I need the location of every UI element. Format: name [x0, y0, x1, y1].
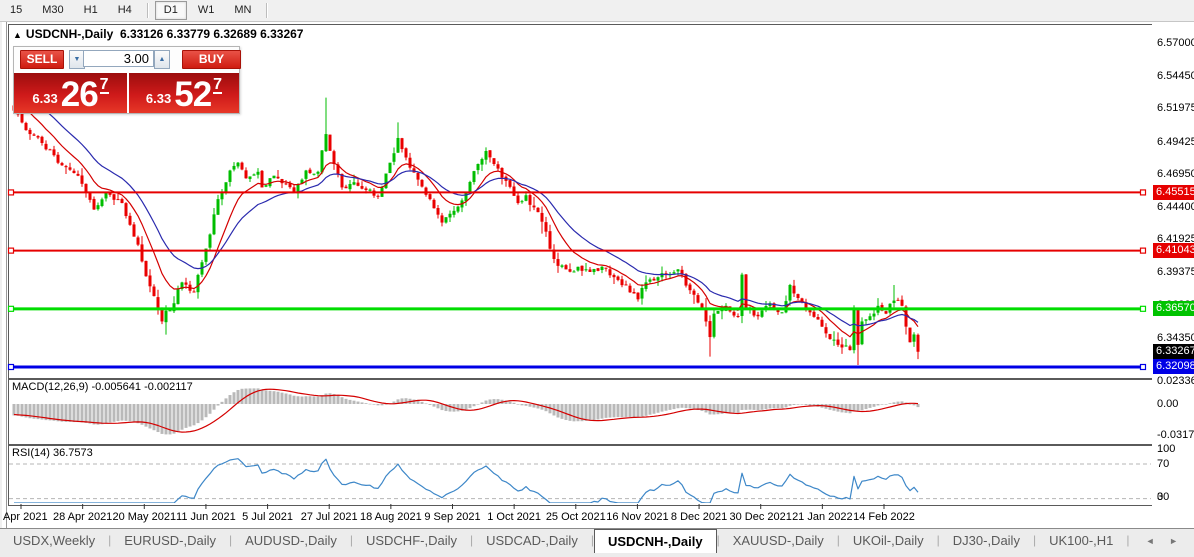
window-left-edge	[6, 21, 7, 528]
chart-tab-ukoil-daily[interactable]: UKOil-,Daily	[852, 533, 924, 548]
rsi-pane[interactable]	[8, 445, 1154, 506]
chart-tab-xauusd-daily[interactable]: XAUUSD-,Daily	[732, 533, 824, 548]
price-tick-label: 6.51975	[1157, 102, 1194, 115]
rsi-tick-label: 70	[1157, 458, 1170, 470]
tab-divider: |	[108, 533, 112, 547]
chart-tab-usdx-weekly[interactable]: USDX,Weekly	[13, 533, 96, 548]
price-tick-label: 6.44400	[1157, 200, 1194, 213]
date-tick-label: 5 Jul 2021	[242, 511, 293, 523]
price-tick-label: 6.57000	[1157, 37, 1194, 49]
spinner-up-icon: ▲	[158, 56, 166, 63]
price-badge: 6.36570	[1153, 301, 1194, 317]
price-badge: 6.41043	[1153, 243, 1194, 259]
toolbar-separator	[266, 3, 269, 18]
timeframe-button-15[interactable]: 15	[10, 4, 23, 16]
chart-tab-usdchf-daily[interactable]: USDCHF-,Daily	[365, 533, 457, 548]
tab-divider: |	[1032, 533, 1037, 547]
price-axis: 6.57000 6.54450 6.51975 6.49425 6.46950 6.444…	[1152, 21, 1194, 528]
rsi-label: RSI(14) 36.7573	[12, 447, 93, 459]
date-tick-label: 21 Jan 2022	[792, 511, 853, 523]
volume-input[interactable]	[83, 50, 154, 67]
toolbar-separator	[146, 3, 149, 18]
timeframe-toolbar: 15 M30 H1 H4 D1 W1 MN	[0, 0, 1194, 22]
date-tick-label: 16 Nov 2021	[606, 511, 669, 523]
tab-scroll-arrows[interactable]: ◄ ►	[1145, 536, 1184, 546]
buy-price-pip: 7	[213, 76, 223, 94]
buy-price-box[interactable]: 6.33 52 7	[129, 71, 239, 113]
buy-price-prefix: 6.33	[145, 91, 172, 106]
timeframe-button-h4[interactable]: H4	[117, 4, 132, 16]
price-badge: 6.32098	[1153, 359, 1194, 375]
sell-price-prefix: 6.33	[32, 91, 58, 106]
chart-tab-usdcnh-daily[interactable]: USDCNH-,Daily	[593, 529, 717, 553]
chart-title: ▲ USDCNH-,Daily 6.33126 6.33779 6.32689 6…	[13, 27, 303, 41]
price-tick-label: 6.49425	[1157, 135, 1194, 148]
tab-divider: |	[716, 533, 720, 547]
tab-divider: |	[228, 533, 233, 547]
rsi-tick-label: 100	[1157, 443, 1176, 455]
date-tick-label: 11 Jun 2021	[176, 511, 236, 523]
chart-tab-bar: USDX,Weekly | EURUSD-,Daily | AUDUSD-,Daily |…	[0, 528, 1194, 557]
tab-divider: |	[349, 533, 353, 547]
chart-tab-eurusd-daily[interactable]: EURUSD-,Daily	[124, 533, 216, 548]
macd-tick-label: 0.00	[1157, 398, 1179, 410]
date-tick-label: 30 Dec 2021	[729, 511, 792, 523]
date-tick-label: 1 Oct 2021	[487, 511, 542, 523]
timeframe-button-h1[interactable]: H1	[83, 4, 98, 16]
sell-button[interactable]: SELL	[20, 50, 64, 69]
date-tick-label: 25 Oct 2021	[545, 511, 606, 523]
date-tick-label: 14 Feb 2022	[853, 511, 915, 523]
timeframe-button-m30[interactable]: M30	[42, 4, 64, 16]
chart-tab-audusd-daily[interactable]: AUDUSD-,Daily	[245, 533, 337, 548]
buy-price-main: 52	[174, 75, 212, 114]
tab-divider: |	[1126, 533, 1130, 547]
chart-tab-usdcad-daily[interactable]: USDCAD-,Daily	[486, 533, 578, 548]
sell-price-main: 26	[60, 75, 99, 114]
chart-tab-dj30-daily[interactable]: DJ30-,Daily	[952, 533, 1020, 548]
price-tick-label: 6.54450	[1157, 70, 1194, 83]
price-tick-label: 6.34350	[1157, 331, 1194, 344]
chart-ohlc-values: 6.33126 6.33779 6.32689 6.33267	[119, 27, 304, 41]
spinner-down-icon: ▼	[73, 56, 81, 63]
date-tick-label: 6 Apr 2021	[0, 511, 48, 523]
tab-divider: |	[836, 533, 840, 547]
date-tick-label: 28 Apr 2021	[52, 511, 113, 523]
volume-increase-button[interactable]: ▲	[154, 50, 170, 69]
timeframe-button-d1[interactable]: D1	[154, 1, 187, 20]
macd-tick-label: -0.03174	[1157, 429, 1194, 442]
price-badge: 6.45515	[1153, 184, 1194, 200]
timeframe-button-mn[interactable]: MN	[234, 4, 252, 16]
tab-divider: |	[469, 533, 474, 547]
date-tick-label: 9 Sep 2021	[424, 511, 481, 523]
price-badge: 6.33267	[1153, 344, 1194, 360]
collapse-arrow-icon[interactable]: ▲	[13, 30, 22, 40]
timeframe-button-w1[interactable]: W1	[197, 4, 215, 16]
buy-button[interactable]: BUY	[182, 50, 241, 69]
chart-symbol-label: USDCNH-,Daily	[25, 27, 114, 41]
date-tick-label: 27 Jul 2021	[300, 511, 358, 523]
sell-price-box[interactable]: 6.33 26 7	[14, 71, 127, 113]
date-tick-label: 20 May 2021	[112, 511, 177, 523]
one-click-trade-panel: SELL ▼ ▲ BUY 6.33 26 7 6.33 52 7	[13, 46, 241, 114]
date-tick-label: 8 Dec 2021	[670, 511, 728, 523]
rsi-tick-label: 30	[1157, 491, 1170, 503]
tab-divider: |	[590, 533, 594, 547]
chart-tab-uk100-h1[interactable]: UK100-,H1	[1049, 533, 1114, 548]
price-tick-label: 6.46950	[1157, 167, 1194, 180]
macd-tick-label: 0.023365	[1157, 375, 1194, 387]
price-tick-label: 6.41925	[1157, 233, 1194, 246]
price-tick-label: 6.39375	[1157, 266, 1194, 279]
sell-price-pip: 7	[99, 76, 109, 94]
rsi-tick-label: 0	[1157, 491, 1164, 503]
macd-label: MACD(12,26,9) -0.005641 -0.002117	[12, 381, 193, 393]
tab-divider: |	[936, 533, 940, 547]
date-tick-label: 18 Aug 2021	[359, 511, 422, 523]
